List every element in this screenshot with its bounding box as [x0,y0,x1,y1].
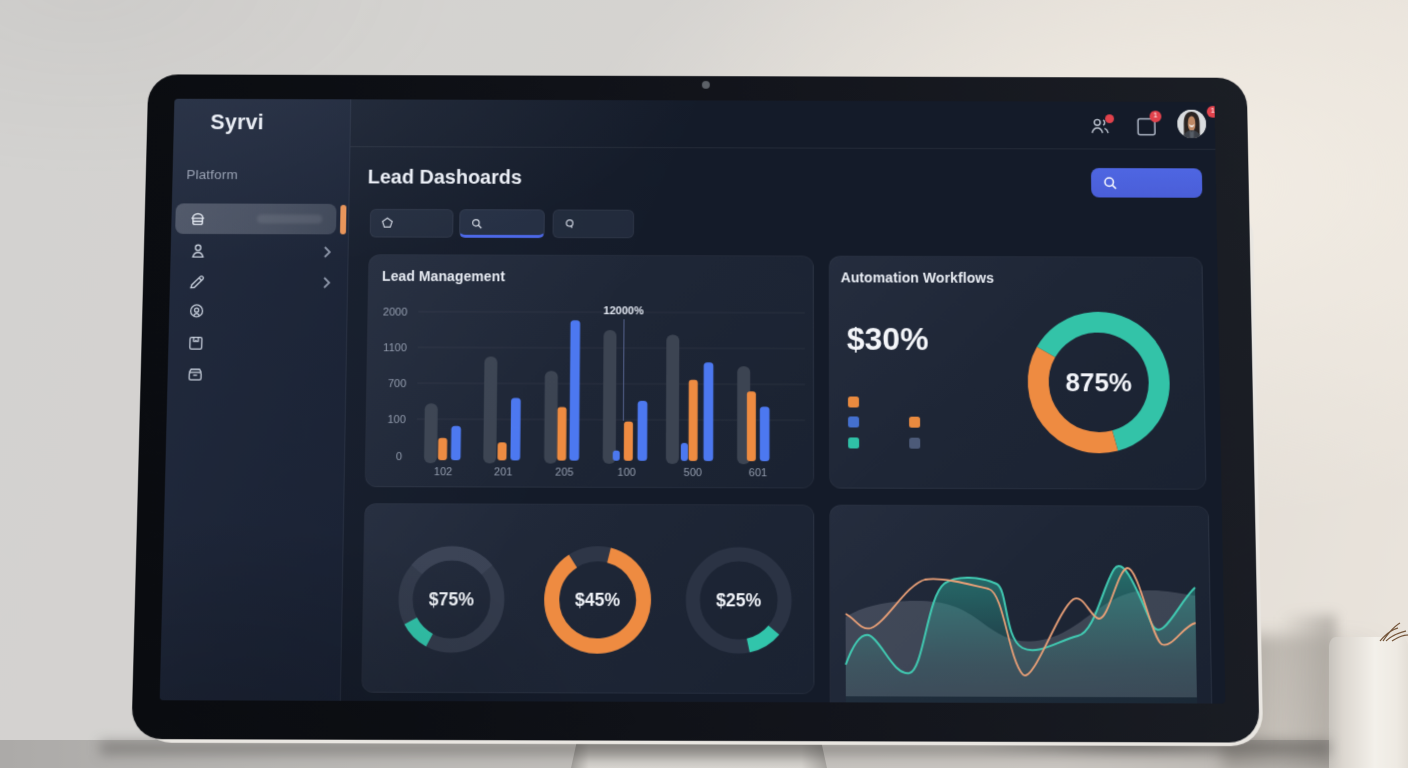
svg-text:875%: 875% [1065,369,1132,397]
svg-text:100: 100 [387,414,406,426]
svg-text:205: 205 [555,467,573,479]
svg-text:$75%: $75% [429,589,474,610]
svg-text:$25%: $25% [716,590,761,611]
svg-text:0: 0 [396,451,402,463]
svg-text:2000: 2000 [383,307,408,319]
svg-text:700: 700 [388,378,407,390]
svg-text:201: 201 [494,466,513,478]
svg-text:$45%: $45% [575,589,620,610]
svg-text:601: 601 [749,467,767,479]
svg-text:500: 500 [684,467,702,479]
svg-text:100: 100 [617,467,635,479]
svg-text:12000%: 12000% [603,305,644,317]
svg-text:102: 102 [434,466,453,478]
svg-text:1100: 1100 [383,342,407,354]
